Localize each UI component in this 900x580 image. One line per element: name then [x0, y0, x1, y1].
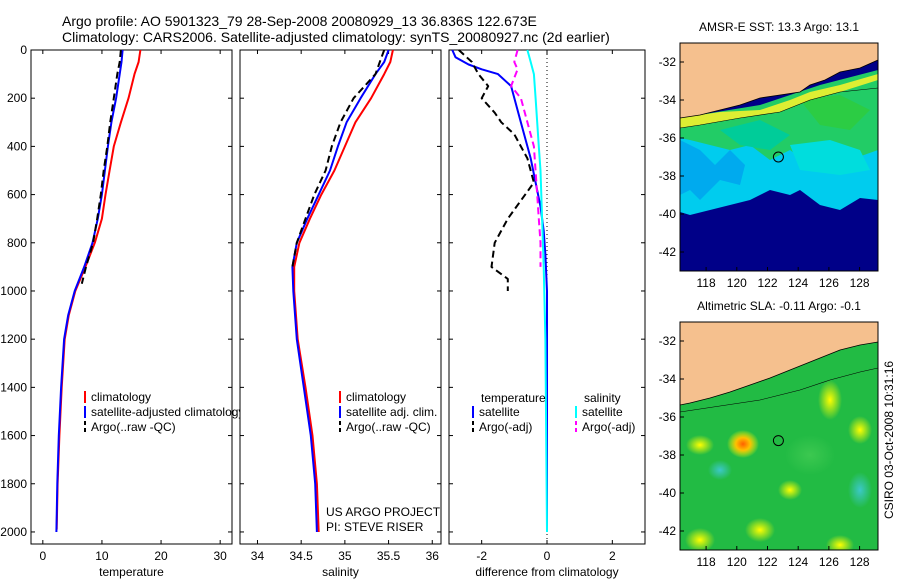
temperature-xtick-label: 20 [154, 549, 168, 563]
project-label: US ARGO PROJECT [326, 505, 441, 519]
salinity-xtick-label: 36 [426, 549, 440, 563]
diff-legend-label: satellite [582, 405, 623, 419]
difference-xtick-label: -2 [476, 549, 487, 563]
salinity-axis-label: salinity [322, 565, 359, 579]
figure-title-line-2: Climatology: CARS2006. Satellite-adjuste… [62, 29, 610, 45]
salinity-series-line-satellite-adj-clim- [291, 49, 390, 533]
sla-argo-location-marker [772, 435, 784, 447]
depth-tick-label: 200 [7, 91, 27, 105]
depth-tick-label: 1400 [0, 380, 27, 394]
sst-lat-tick-label: -32 [659, 55, 677, 69]
sst-lat-tick-label: -34 [659, 93, 677, 107]
sla-map-title: Altimetric SLA: -0.11 Argo: -0.1 [697, 299, 861, 313]
sla-lat-tick-label: -36 [659, 410, 677, 424]
depth-tick-label: 1000 [0, 284, 27, 298]
temperature-xtick-label: 0 [39, 549, 46, 563]
depth-tick-label: 1200 [0, 332, 27, 346]
sst-lon-tick-label: 124 [788, 276, 808, 290]
temperature-legend-label: Argo(..raw -QC) [91, 420, 176, 434]
temperature-legend-label: satellite-adjusted climatology [91, 405, 244, 419]
sla-lat-tick-label: -42 [659, 524, 677, 538]
temperature-profile-panel: 0 10 20 30 0 200 400 600 800 1000 1200 1400 1600 1800… [0, 43, 244, 579]
sla-lat-tick-label: -38 [659, 448, 677, 462]
difference-axis-label: difference from climatology [475, 565, 618, 579]
credit-stamp: CSIRO 03-Oct-2008 10:31:16 [882, 361, 896, 519]
diff-legend-title-temperature: temperature [481, 391, 546, 405]
temperature-axis-label: temperature [99, 565, 164, 579]
temperature-series-line-argo-raw-qc- [80, 49, 122, 284]
salinity-series-line-argo-raw-qc- [291, 49, 386, 268]
depth-tick-label: 1600 [0, 429, 27, 443]
diff-legend-label: Argo(-adj) [582, 420, 635, 434]
sla-heatmap-image [680, 322, 878, 550]
temperature-xtick-label: 30 [213, 549, 227, 563]
sla-axes-box [679, 321, 879, 551]
difference-series-line-temperature-argo-adj- [458, 49, 535, 291]
salinity-axes-box [239, 49, 442, 545]
sst-lat-tick-label: -40 [659, 207, 677, 221]
sla-lat-tick-label: -34 [659, 372, 677, 386]
sla-lat-tick-label: -32 [659, 334, 677, 348]
salinity-legend-label: climatology [346, 390, 406, 404]
depth-tick-label: 0 [20, 43, 27, 57]
difference-profile-panel: -2 0 2 difference from climatology temperatu… [448, 49, 646, 579]
diff-legend-label: satellite [479, 405, 520, 419]
difference-series-line-salinity-argo-adj- [510, 49, 542, 267]
sst-map-title: AMSR-E SST: 13.3 Argo: 13.1 [699, 20, 859, 34]
sla-lon-tick-label: 128 [850, 555, 870, 569]
salinity-series-line-climatology [293, 49, 394, 533]
sla-map-panel: Altimetric SLA: -0.11 Argo: -0.1 118 120 12… [659, 299, 879, 569]
figure-title-line-1: Argo profile: AO 5901323_79 28-Sep-2008 … [62, 13, 537, 29]
sst-lon-tick-label: 120 [727, 276, 747, 290]
diff-legend-label: Argo(-adj) [479, 420, 532, 434]
sst-lon-tick-label: 118 [697, 276, 716, 290]
sla-lon-tick-label: 118 [697, 555, 716, 569]
depth-tick-label: 2000 [0, 525, 27, 539]
sst-lat-tick-label: -38 [659, 169, 677, 183]
sla-lon-tick-label: 126 [819, 555, 839, 569]
salinity-legend-label: satellite adj. clim. [346, 405, 437, 419]
diff-legend-title-salinity: salinity [584, 391, 621, 405]
sst-lat-tick-label: -36 [659, 131, 677, 145]
temperature-legend-label: climatology [91, 390, 151, 404]
sst-argo-location-marker [772, 151, 784, 163]
sst-lat-tick-label: -42 [659, 245, 677, 259]
sla-lat-tick-label: -40 [659, 486, 677, 500]
difference-xtick-label: 0 [544, 549, 551, 563]
salinity-legend-label: Argo(..raw -QC) [346, 420, 431, 434]
salinity-xtick-label: 35.5 [377, 549, 401, 563]
temperature-axes-box [30, 49, 233, 545]
sla-lon-tick-label: 124 [788, 555, 808, 569]
difference-series-line-temperature-satellite [451, 49, 548, 532]
temperature-xtick-label: 10 [95, 549, 109, 563]
sst-heatmap-image [680, 43, 878, 271]
depth-tick-label: 600 [7, 188, 27, 202]
sst-lon-tick-label: 128 [850, 276, 870, 290]
sla-lon-tick-label: 122 [757, 555, 777, 569]
salinity-xtick-label: 34.5 [289, 549, 313, 563]
salinity-xtick-label: 35 [338, 549, 352, 563]
depth-tick-label: 400 [7, 139, 27, 153]
salinity-xtick-label: 34 [251, 549, 265, 563]
sla-lon-tick-label: 120 [727, 555, 747, 569]
pi-label: PI: STEVE RISER [326, 520, 424, 534]
sst-lon-tick-label: 122 [757, 276, 777, 290]
sst-map-panel: AMSR-E SST: 13.3 Argo: 13.1 118 120 122 124 1… [659, 20, 879, 290]
sst-lon-tick-label: 126 [819, 276, 839, 290]
depth-tick-label: 800 [7, 236, 27, 250]
salinity-profile-panel: 34 34.5 35 35.5 36 salinity climatologysatelli… [239, 49, 442, 579]
depth-tick-label: 1800 [0, 477, 27, 491]
difference-xtick-label: 2 [609, 549, 616, 563]
difference-series-line-salinity-satellite [526, 49, 548, 533]
sst-axes-box [679, 42, 879, 272]
